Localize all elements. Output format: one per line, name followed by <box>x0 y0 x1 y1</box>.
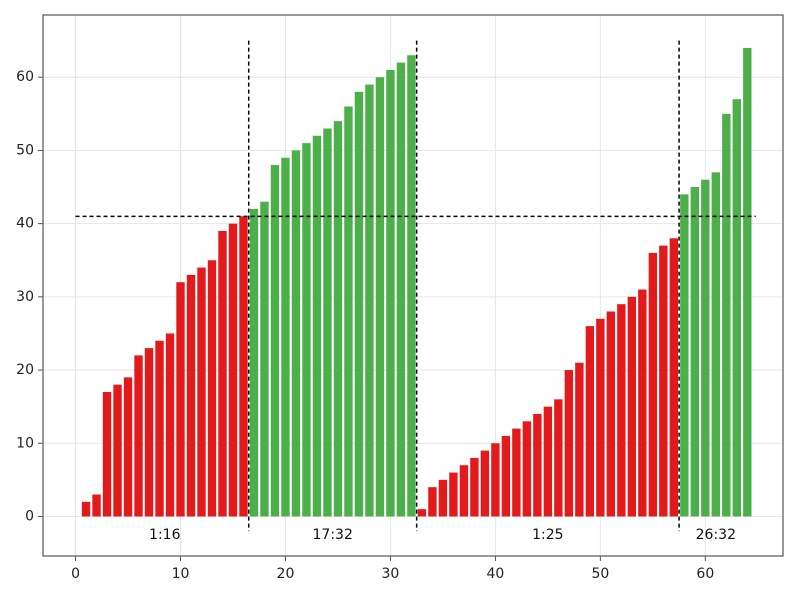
bar <box>596 318 605 517</box>
bar <box>407 55 416 517</box>
bar <box>270 165 280 517</box>
bar <box>512 428 521 517</box>
segment-label: 26:32 <box>696 527 736 543</box>
bar <box>470 457 479 517</box>
bar <box>239 216 248 517</box>
bar <box>543 406 553 517</box>
bar <box>260 201 269 517</box>
bar <box>417 509 427 517</box>
bar <box>365 84 374 517</box>
x-tick-label: 40 <box>486 566 504 582</box>
x-tick-label: 20 <box>277 566 295 582</box>
bar <box>648 252 658 517</box>
y-tick-label: 50 <box>16 142 34 158</box>
bar <box>743 47 752 517</box>
bar <box>333 121 343 517</box>
axis-ticks: 0 10 20 30 40 50 60 0 10 20 30 40 50 60 <box>16 69 714 582</box>
bar <box>501 435 511 517</box>
segment-label: 1:16 <box>149 527 181 543</box>
bar <box>554 399 563 517</box>
bar <box>732 99 742 517</box>
bar <box>438 479 448 517</box>
bar <box>228 223 238 517</box>
bar <box>281 157 290 517</box>
bar <box>165 333 175 517</box>
bar <box>396 62 406 517</box>
bar <box>134 355 143 517</box>
bar <box>522 421 532 517</box>
y-tick-label: 60 <box>16 69 34 85</box>
x-tick-label: 10 <box>172 566 190 582</box>
bar <box>375 77 385 517</box>
bar <box>344 106 353 517</box>
bar <box>638 289 647 517</box>
bar <box>291 150 301 517</box>
bar <box>113 384 122 517</box>
bar <box>155 340 164 517</box>
bar <box>428 487 437 517</box>
segment-label: 17:32 <box>313 527 353 543</box>
bar <box>701 179 710 517</box>
plot-frame <box>42 14 784 557</box>
bar <box>491 443 500 517</box>
bar <box>627 296 637 517</box>
segment-label: 1:25 <box>532 527 563 543</box>
bar <box>102 392 112 517</box>
bar <box>386 69 395 517</box>
y-tick-label: 10 <box>16 435 34 451</box>
bar <box>722 113 731 517</box>
bar <box>575 362 584 517</box>
bar <box>312 135 322 517</box>
bar <box>449 472 458 517</box>
bar <box>218 230 227 517</box>
bar <box>249 208 259 517</box>
bar <box>564 370 574 517</box>
bar <box>690 187 700 517</box>
segment-labels: 1:16 17:32 1:25 26:32 <box>149 527 736 543</box>
x-tick-label: 0 <box>71 566 80 582</box>
bar <box>81 501 91 517</box>
y-tick-label: 20 <box>16 362 34 378</box>
bar <box>144 348 154 517</box>
bar <box>354 91 364 517</box>
bar <box>659 245 668 517</box>
bar <box>680 194 689 517</box>
bar <box>207 260 217 517</box>
bar <box>480 450 490 517</box>
bar <box>533 413 542 517</box>
bar <box>606 311 616 517</box>
y-tick-label: 40 <box>16 216 34 232</box>
bar <box>711 172 721 517</box>
bar <box>302 143 311 517</box>
bar <box>123 377 133 517</box>
reference-lines <box>75 40 756 532</box>
bar <box>459 465 469 517</box>
y-tick-label: 0 <box>25 508 34 524</box>
x-tick-label: 30 <box>382 566 400 582</box>
bar <box>92 494 101 517</box>
bar <box>197 267 206 517</box>
bar <box>186 274 196 517</box>
bar <box>617 304 626 517</box>
x-tick-label: 50 <box>591 566 609 582</box>
y-tick-label: 30 <box>16 289 34 305</box>
bar <box>669 238 679 517</box>
bar <box>323 128 332 517</box>
bar <box>176 282 185 517</box>
x-tick-label: 60 <box>696 566 714 582</box>
bar <box>585 326 595 517</box>
bars <box>81 47 752 517</box>
